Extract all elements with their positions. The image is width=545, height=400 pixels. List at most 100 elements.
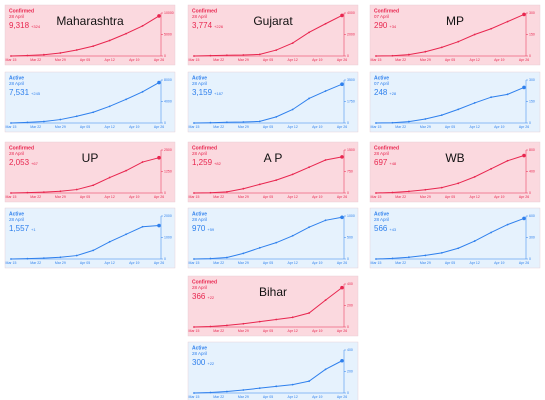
- x-tick-label: Mar 22: [213, 261, 224, 265]
- x-tick-label: Mar 22: [213, 395, 224, 399]
- point: [26, 257, 29, 260]
- point: [457, 247, 460, 250]
- x-tick-label: Mar 29: [55, 125, 66, 129]
- point: [407, 53, 410, 56]
- series-label: Active: [192, 75, 207, 81]
- point: [209, 325, 212, 328]
- total: 1,557: [9, 224, 30, 233]
- point: [291, 42, 294, 44]
- point: [522, 85, 526, 90]
- x-tick-label: Apr 12: [288, 395, 298, 399]
- point: [141, 225, 144, 228]
- x-tick-label: Apr 05: [80, 261, 90, 265]
- point: [506, 93, 509, 96]
- total: 300: [192, 358, 206, 367]
- date: 28 April: [374, 151, 389, 156]
- point: [490, 27, 493, 30]
- change: +28: [389, 91, 397, 96]
- x-tick-label: Apr 26: [154, 125, 164, 129]
- x-tick-label: Apr 19: [129, 125, 139, 129]
- y-tick-label: 0: [529, 121, 531, 125]
- point: [42, 53, 45, 56]
- point: [10, 258, 12, 260]
- y-tick-label: 3500: [347, 78, 355, 82]
- y-tick-label: 2000: [347, 32, 355, 36]
- y-tick-label: 300: [529, 235, 535, 239]
- x-tick-label: Apr 12: [105, 125, 115, 129]
- point: [473, 102, 476, 104]
- x-tick-label: Mar 29: [420, 58, 431, 62]
- y-tick-label: 0: [347, 191, 349, 195]
- point: [258, 120, 261, 123]
- point: [193, 392, 195, 394]
- point: [225, 54, 228, 57]
- series-label: Confirmed: [374, 145, 399, 151]
- line: [375, 155, 525, 194]
- x-tick-label: Mar 22: [395, 195, 406, 199]
- x-tick-label: Apr 26: [337, 58, 347, 62]
- line: [10, 157, 160, 194]
- point: [340, 358, 344, 363]
- x-tick-label: Apr 19: [494, 261, 504, 265]
- point: [424, 118, 427, 120]
- x-tick-label: Apr 26: [154, 261, 164, 265]
- point: [92, 45, 95, 48]
- point: [391, 257, 394, 260]
- x-tick-label: Mar 22: [30, 195, 41, 199]
- point: [75, 49, 78, 51]
- x-tick-label: Mar 29: [238, 58, 249, 62]
- point: [324, 22, 327, 25]
- point: [59, 190, 62, 193]
- point: [108, 105, 111, 108]
- point: [457, 108, 460, 111]
- x-tick-label: Mar 29: [55, 58, 66, 62]
- date: 07 April: [374, 14, 389, 19]
- date: 28 April: [192, 81, 207, 86]
- series-label: Active: [374, 75, 389, 81]
- point: [209, 257, 212, 260]
- x-tick-label: Apr 05: [80, 58, 90, 62]
- panel: [187, 341, 359, 400]
- point: [324, 90, 327, 92]
- x-tick-label: Apr 19: [129, 195, 139, 199]
- total: 970: [192, 224, 206, 233]
- point: [193, 122, 195, 124]
- x-tick-label: Apr 19: [494, 58, 504, 62]
- x-tick-label: Apr 05: [445, 58, 455, 62]
- x-tick-label: Apr 12: [470, 261, 480, 265]
- x-tick-label: Apr 05: [263, 395, 273, 399]
- y-tick-label: 750: [347, 169, 353, 173]
- y-tick-label: 0: [347, 257, 349, 261]
- point: [424, 254, 427, 257]
- y-tick-label: 400: [347, 348, 353, 352]
- point: [473, 33, 476, 36]
- date: 28 April: [192, 151, 207, 156]
- x-tick-label: Mar 29: [238, 195, 249, 199]
- change: +43: [389, 227, 397, 232]
- line: [193, 83, 343, 124]
- state-name: A P: [264, 151, 283, 165]
- y-tick-label: 0: [529, 257, 531, 261]
- state-name: Maharashtra: [56, 14, 124, 28]
- total: 566: [374, 224, 388, 233]
- point: [324, 299, 327, 302]
- point: [291, 383, 294, 386]
- x-tick-label: Apr 05: [80, 125, 90, 129]
- x-tick-label: Apr 19: [312, 395, 322, 399]
- x-tick-label: Mar 15: [371, 125, 382, 129]
- x-tick-label: Apr 05: [80, 195, 90, 199]
- series-label: Active: [192, 345, 207, 351]
- point: [92, 249, 95, 252]
- point: [42, 257, 45, 260]
- x-tick-label: Mar 22: [213, 329, 224, 333]
- x-tick-label: Mar 22: [30, 261, 41, 265]
- y-tick-label: 0: [347, 54, 349, 58]
- point: [75, 254, 78, 257]
- point: [26, 54, 29, 57]
- point: [275, 49, 278, 51]
- x-tick-label: Apr 12: [288, 125, 298, 129]
- point: [324, 159, 327, 161]
- point: [490, 96, 493, 99]
- point: [258, 183, 261, 186]
- total: 290: [374, 21, 388, 30]
